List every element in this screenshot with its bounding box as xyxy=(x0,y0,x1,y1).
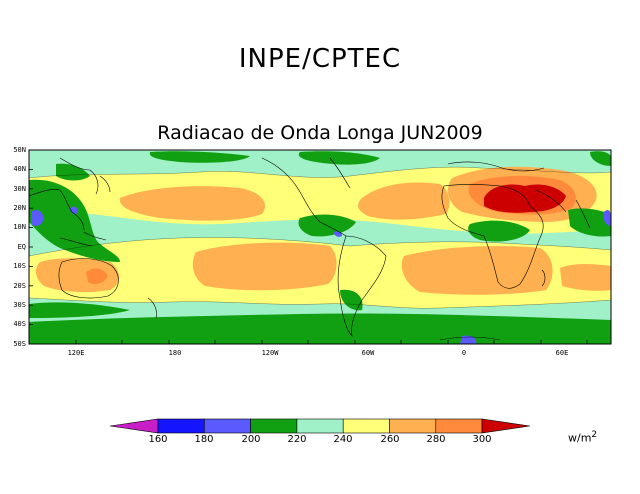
lon-label-60w: 60W xyxy=(361,349,375,357)
coastlines xyxy=(29,157,591,341)
colorbar-label-220: 220 xyxy=(287,434,307,445)
colorbar xyxy=(109,418,531,434)
lat-label-eq: EQ xyxy=(17,243,26,251)
lat-label-30n: 30N xyxy=(13,185,26,193)
olr-siberia-green xyxy=(590,151,611,166)
colorbar-label-160: 160 xyxy=(148,434,168,445)
olr-africa-green xyxy=(468,220,530,242)
olr-china-green xyxy=(56,163,90,181)
lat-label-50s: 50S xyxy=(13,340,26,348)
olr-natlantic-orange xyxy=(358,182,450,220)
colorbar-unit-text: w/m xyxy=(568,431,592,445)
lat-ticks xyxy=(29,149,33,345)
olr-field xyxy=(29,150,611,344)
olr-south-indian-green xyxy=(29,302,130,318)
olr-spacific-orange xyxy=(192,242,337,291)
colorbar-swatch-280-300 xyxy=(435,418,483,434)
olr-indian-east-green xyxy=(568,208,611,237)
lon-label-120e: 120E xyxy=(67,349,85,357)
colorbar-swatch-below-160 xyxy=(109,418,159,434)
colorbar-label-180: 180 xyxy=(194,434,214,445)
lon-label-0: 0 xyxy=(461,349,467,357)
lon-label-180: 180 xyxy=(168,349,182,357)
lon-label-120w: 120W xyxy=(261,349,279,357)
lat-label-50n: 50N xyxy=(13,146,26,154)
colorbar-label-200: 200 xyxy=(241,434,261,445)
olr-east-edge-blue xyxy=(603,210,611,226)
lon-ticks xyxy=(75,340,588,344)
colorbar-label-300: 300 xyxy=(472,434,492,445)
olr-sindian-orange xyxy=(560,264,611,291)
colorbar-swatch-180-200 xyxy=(204,418,251,434)
lat-label-20s: 20S xyxy=(13,282,26,290)
olr-npacific-orange xyxy=(119,186,266,221)
colorbar-label-240: 240 xyxy=(333,434,353,445)
olr-asia-monsoon-green xyxy=(29,179,120,262)
contour-lines xyxy=(29,166,611,309)
lat-label-40s: 40S xyxy=(13,320,26,328)
olr-satlantic-orange xyxy=(401,246,553,295)
colorbar-swatch-260-280 xyxy=(389,418,437,434)
olr-npacific-north-green xyxy=(149,151,250,163)
colorbar-swatch-160-180 xyxy=(157,418,205,434)
colorbar-unit: w/m2 xyxy=(568,430,597,445)
colorbar-label-260: 260 xyxy=(380,434,400,445)
colorbar-label-280: 280 xyxy=(426,434,446,445)
lat-label-10n: 10N xyxy=(13,223,26,231)
colorbar-swatch-200-220 xyxy=(250,418,298,434)
olr-namerica-north-green xyxy=(298,151,380,165)
lat-label-10s: 10S xyxy=(13,262,26,270)
olr-south-america-green xyxy=(340,289,363,311)
organization-title: INPE/CPTEC xyxy=(238,44,402,74)
colorbar-unit-exponent: 2 xyxy=(591,430,598,440)
colorbar-swatch-220-240 xyxy=(296,418,344,434)
lat-label-20n: 20N xyxy=(13,204,26,212)
olr-sahara-red xyxy=(484,184,566,213)
lon-label-60e: 60E xyxy=(555,349,569,357)
lat-label-30s: 30S xyxy=(13,301,26,309)
colorbar-swatch-above-300 xyxy=(481,418,531,434)
olr-australia-darkorange xyxy=(86,268,108,284)
olr-south-blue xyxy=(460,335,477,344)
olr-bay-of-bengal-blue xyxy=(31,210,44,226)
lat-label-40n: 40N xyxy=(13,165,26,173)
map-title: Radiacao de Onda Longa JUN2009 xyxy=(157,122,483,144)
colorbar-swatch-240-260 xyxy=(342,418,390,434)
